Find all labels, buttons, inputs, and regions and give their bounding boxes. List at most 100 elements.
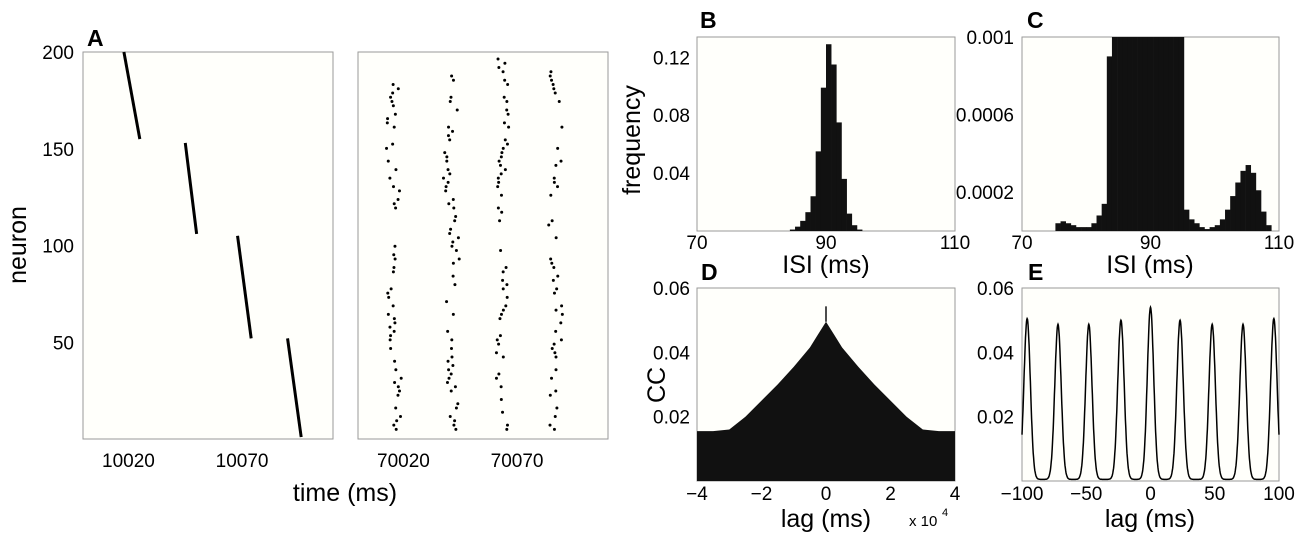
histogram-bar bbox=[1245, 165, 1252, 231]
spike-dot bbox=[386, 159, 390, 163]
y-tick-label: 0.06 bbox=[653, 279, 690, 300]
histogram-bar bbox=[1189, 219, 1195, 231]
spike-dot bbox=[547, 223, 551, 227]
y-tick-label: 0.04 bbox=[653, 164, 690, 185]
spike-dot bbox=[549, 70, 553, 74]
spike-dot bbox=[504, 266, 508, 270]
spike-dot bbox=[552, 291, 556, 295]
spike-dot bbox=[502, 95, 506, 99]
spike-dot bbox=[453, 283, 457, 287]
spike-dot bbox=[392, 202, 396, 206]
spike-dot bbox=[550, 219, 554, 223]
spike-dot bbox=[501, 308, 505, 312]
histogram-bar bbox=[1158, 37, 1164, 231]
panel-b-ylabel: frequency bbox=[618, 85, 646, 195]
spike-dot bbox=[449, 227, 453, 231]
x-tick-label: 0 bbox=[1145, 484, 1156, 505]
x-tick-label: 70070 bbox=[491, 451, 544, 472]
spike-dot bbox=[386, 312, 390, 316]
spike-dot bbox=[501, 146, 505, 150]
spike-dot bbox=[445, 159, 449, 163]
histogram-bar bbox=[1261, 211, 1267, 231]
spike-dot bbox=[396, 87, 400, 91]
spike-dot bbox=[556, 146, 560, 150]
histogram-bar bbox=[1250, 172, 1257, 231]
spike-dot bbox=[393, 244, 397, 248]
histogram-bar bbox=[1101, 203, 1108, 231]
panel-e-yticks: 0.02 0.04 0.06 bbox=[977, 279, 1014, 429]
spike-dot bbox=[447, 202, 451, 206]
spike-dot bbox=[559, 159, 563, 163]
spike-dot bbox=[393, 112, 397, 116]
spike-dot bbox=[389, 287, 393, 291]
x-tick-label: 2 bbox=[885, 484, 896, 505]
panel-d: 0.020.040.06 −4 −2 0 2 4 D lag (ms) CC x 10 … bbox=[643, 259, 961, 533]
panel-b-xlabel: ISI (ms) bbox=[782, 251, 870, 279]
x-tick-label: 70 bbox=[1011, 233, 1032, 254]
x-tick-label: 100 bbox=[1263, 484, 1295, 505]
spike-dot bbox=[503, 78, 507, 82]
panel-a-xticks: 10020 10070 70020 70070 bbox=[102, 451, 543, 472]
x-tick-label: 10020 bbox=[102, 451, 155, 472]
spike-dot bbox=[391, 91, 395, 95]
histogram-bar bbox=[820, 87, 827, 232]
spike-dot bbox=[502, 121, 506, 125]
raster-sequence bbox=[183, 142, 199, 235]
spike-dot bbox=[552, 180, 556, 184]
panel-e-xticks: −100 −50 0 50 100 bbox=[1001, 484, 1295, 505]
spike-dot bbox=[505, 142, 509, 146]
histogram-bar bbox=[1117, 37, 1123, 231]
panel-c-yticks: 0.0002 0.0006 0.001 bbox=[956, 28, 1014, 204]
panel-a-letter: A bbox=[87, 25, 104, 51]
spike-dot bbox=[505, 283, 509, 287]
spike-dot bbox=[446, 329, 450, 333]
x-tick-label: 4 bbox=[950, 484, 961, 505]
spike-dot bbox=[394, 368, 398, 372]
spike-dot bbox=[496, 57, 500, 61]
y-tick-label: 0.08 bbox=[653, 106, 690, 127]
histogram-bar bbox=[1214, 225, 1221, 231]
spike-dot bbox=[450, 355, 454, 359]
histogram-bar bbox=[795, 226, 801, 231]
spike-dot bbox=[394, 206, 398, 210]
histogram-bar bbox=[1183, 209, 1190, 231]
spike-dot bbox=[555, 287, 559, 291]
panel-c-xlabel: ISI (ms) bbox=[1106, 251, 1194, 279]
spike-dot bbox=[505, 427, 509, 431]
spike-dot bbox=[441, 176, 445, 180]
histogram-bar bbox=[841, 178, 847, 231]
histogram-bar bbox=[1204, 229, 1210, 231]
spike-dot bbox=[506, 83, 510, 87]
histogram-bar bbox=[1106, 56, 1113, 232]
spike-dot bbox=[494, 351, 498, 355]
spike-dot bbox=[456, 402, 460, 406]
spike-dot bbox=[451, 240, 455, 244]
spike-dot bbox=[503, 168, 507, 172]
histogram-bar bbox=[826, 44, 832, 232]
histogram-bar bbox=[1147, 37, 1154, 231]
spike-dot bbox=[552, 87, 556, 91]
histogram-bar bbox=[1225, 209, 1231, 231]
spike-dot bbox=[449, 346, 453, 350]
spike-dot bbox=[445, 155, 449, 159]
spike-dot bbox=[500, 210, 504, 214]
histogram-bar bbox=[1111, 37, 1118, 231]
spike-dot bbox=[447, 125, 451, 129]
panel-e: 0.02 0.04 0.06 −100 −50 0 50 100 E lag (ms) bbox=[977, 259, 1295, 533]
histogram-bar bbox=[846, 213, 853, 231]
spike-dot bbox=[455, 108, 459, 112]
spike-dot bbox=[556, 274, 560, 278]
spike-dot bbox=[507, 125, 511, 129]
spike-dot bbox=[503, 61, 507, 65]
panel-d-xticks: −4 −2 0 2 4 bbox=[686, 484, 961, 505]
spike-dot bbox=[451, 261, 455, 265]
panel-a-right-axes bbox=[357, 51, 609, 440]
spike-dot bbox=[501, 278, 505, 282]
spike-dot bbox=[560, 125, 564, 129]
y-tick-label: 200 bbox=[42, 43, 74, 64]
spike-dot bbox=[451, 78, 455, 82]
histogram-bar bbox=[1163, 37, 1169, 231]
histogram-bar bbox=[1127, 37, 1133, 231]
spike-dot bbox=[503, 138, 507, 142]
